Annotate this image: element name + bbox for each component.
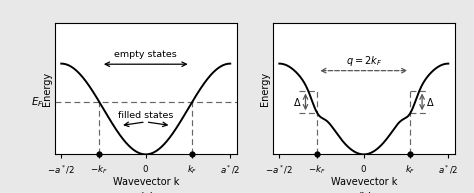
X-axis label: Wavevector k: Wavevector k — [330, 177, 397, 187]
Y-axis label: Energy: Energy — [260, 72, 270, 106]
Text: filled states: filled states — [118, 111, 173, 120]
Text: (a): (a) — [138, 191, 154, 193]
Text: $\Delta$: $\Delta$ — [426, 96, 435, 108]
X-axis label: Wavevector k: Wavevector k — [112, 177, 179, 187]
Y-axis label: Energy: Energy — [42, 72, 52, 106]
Text: (b): (b) — [356, 191, 372, 193]
Text: $E_F$: $E_F$ — [31, 95, 44, 109]
Text: $q = 2k_F$: $q = 2k_F$ — [346, 53, 382, 68]
Text: $\Delta$: $\Delta$ — [292, 96, 301, 108]
Text: empty states: empty states — [114, 50, 177, 59]
